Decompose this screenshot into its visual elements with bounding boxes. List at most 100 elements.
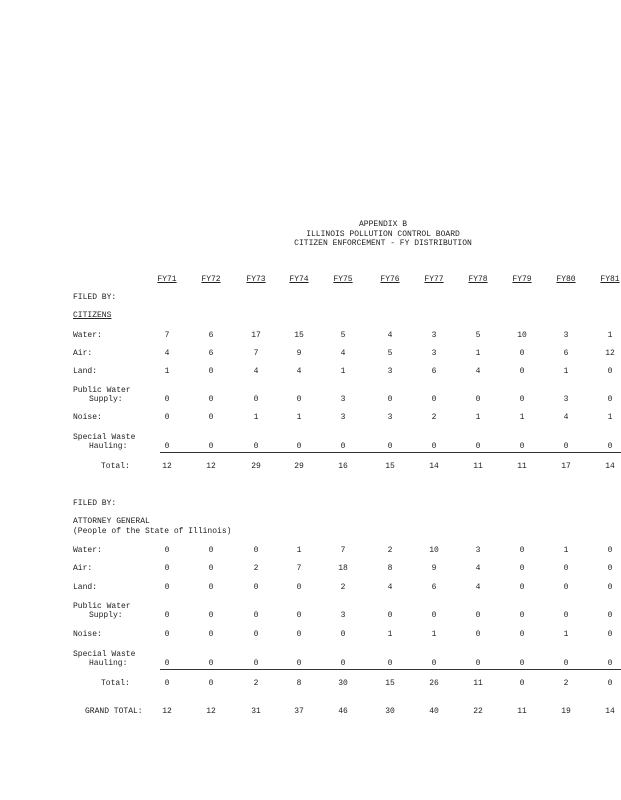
row-label: Air:: [73, 349, 93, 358]
row-label: Special Waste: [73, 433, 136, 442]
row-label: Water:: [73, 331, 102, 340]
cell-value: 0: [340, 630, 346, 639]
cell-value: 0: [208, 611, 214, 620]
cell-value: 0: [296, 583, 302, 592]
cell-value: 0: [519, 583, 525, 592]
total-value: 0: [208, 679, 214, 688]
cell-value: 3: [563, 395, 569, 404]
grand-total-value: 46: [338, 707, 348, 716]
header-line: CITIZEN ENFORCEMENT - FY DISTRIBUTION: [294, 239, 472, 248]
cell-value: 10: [429, 546, 439, 555]
cell-value: 7: [340, 546, 346, 555]
cell-value: 0: [164, 611, 170, 620]
cell-value: 0: [208, 413, 214, 422]
cell-value: 0: [519, 395, 525, 404]
cell-value: 0: [563, 583, 569, 592]
row-label: Noise:: [73, 630, 102, 639]
grand-total-value: 22: [473, 707, 483, 716]
cell-value: 2: [253, 564, 259, 573]
cell-value: 0: [519, 611, 525, 620]
cell-value: 6: [208, 331, 214, 340]
row-label: Hauling:: [89, 442, 128, 451]
total-value: 30: [338, 679, 348, 688]
row-label: Water:: [73, 546, 102, 555]
cell-value: 0: [208, 367, 214, 376]
total-value: 11: [473, 462, 483, 471]
cell-value: 0: [475, 395, 481, 404]
column-header: FY72: [201, 275, 221, 284]
cell-value: 4: [340, 349, 346, 358]
cell-value: 15: [294, 331, 304, 340]
cell-value: 4: [387, 583, 393, 592]
cell-value: 3: [431, 331, 437, 340]
cell-value: 0: [164, 659, 170, 668]
total-label: Total:: [101, 462, 130, 471]
total-value: 14: [429, 462, 439, 471]
cell-value: 1: [296, 413, 302, 422]
cell-value: 0: [296, 442, 302, 451]
cell-value: 5: [340, 331, 346, 340]
grand-total-value: 14: [605, 707, 615, 716]
total-value: 0: [519, 679, 525, 688]
cell-value: 0: [519, 630, 525, 639]
filed-by: FILED BY:: [73, 499, 117, 508]
cell-value: 0: [475, 630, 481, 639]
cell-value: 0: [607, 583, 613, 592]
cell-value: 0: [607, 564, 613, 573]
cell-value: 0: [475, 442, 481, 451]
header-line: ILLINOIS POLLUTION CONTROL BOARD: [306, 229, 460, 239]
cell-value: 4: [253, 367, 259, 376]
total-value: 14: [605, 462, 615, 471]
cell-value: 0: [607, 442, 613, 451]
cell-value: 0: [431, 659, 437, 668]
row-label: Air:: [73, 564, 93, 573]
cell-value: 10: [517, 331, 527, 340]
cell-value: 3: [340, 611, 346, 620]
cell-value: 2: [340, 583, 346, 592]
cell-value: 0: [431, 395, 437, 404]
section-heading: ATTORNEY GENERAL: [73, 517, 150, 526]
cell-value: 0: [164, 546, 170, 555]
total-value: 8: [296, 679, 302, 688]
cell-value: 0: [208, 659, 214, 668]
cell-value: 5: [387, 349, 393, 358]
total-value: 17: [561, 462, 571, 471]
total-value: 11: [517, 462, 527, 471]
cell-value: 0: [519, 349, 525, 358]
filed-by: FILED BY:: [73, 293, 117, 302]
cell-value: 3: [340, 413, 346, 422]
cell-value: 0: [208, 442, 214, 451]
cell-value: 0: [208, 546, 214, 555]
cell-value: 9: [296, 349, 302, 358]
row-label: Supply:: [89, 611, 123, 620]
cell-value: 1: [431, 630, 437, 639]
row-label: Special Waste: [73, 650, 136, 659]
column-header: FY73: [246, 275, 266, 284]
total-value: 2: [563, 679, 569, 688]
cell-value: 0: [475, 659, 481, 668]
cell-value: 4: [475, 583, 481, 592]
grand-total-value: 30: [385, 707, 395, 716]
cell-value: 18: [338, 564, 348, 573]
cell-value: 0: [208, 395, 214, 404]
total-value: 26: [429, 679, 439, 688]
column-header: FY75: [333, 275, 353, 284]
grand-total-value: 12: [206, 707, 216, 716]
cell-value: 0: [253, 442, 259, 451]
cell-value: 6: [431, 583, 437, 592]
cell-value: 0: [607, 659, 613, 668]
cell-value: 0: [253, 611, 259, 620]
cell-value: 7: [296, 564, 302, 573]
rule: [160, 452, 621, 453]
row-label: Supply:: [89, 395, 123, 404]
cell-value: 4: [563, 413, 569, 422]
cell-value: 0: [253, 583, 259, 592]
row-label: Hauling:: [89, 659, 128, 668]
cell-value: 0: [296, 611, 302, 620]
cell-value: 6: [563, 349, 569, 358]
row-label: Noise:: [73, 413, 102, 422]
total-label: Total:: [101, 679, 130, 688]
total-value: 29: [294, 462, 304, 471]
cell-value: 0: [296, 659, 302, 668]
